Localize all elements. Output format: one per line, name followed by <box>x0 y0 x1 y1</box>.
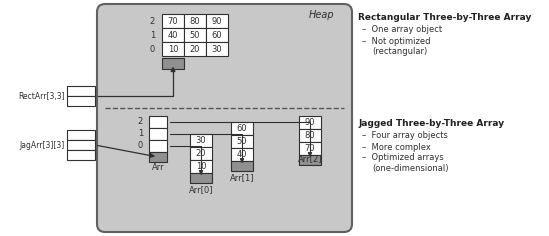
Text: 2: 2 <box>150 17 155 25</box>
Text: –  Optimized arrays: – Optimized arrays <box>362 153 444 163</box>
Bar <box>231 148 253 161</box>
Bar <box>206 42 228 56</box>
Text: 10: 10 <box>196 162 206 171</box>
Text: 50: 50 <box>190 30 200 39</box>
Text: 0: 0 <box>138 142 143 151</box>
Text: 20: 20 <box>196 149 206 158</box>
Text: 1: 1 <box>150 30 155 39</box>
Text: 60: 60 <box>212 30 222 39</box>
Bar <box>67 86 95 96</box>
Text: 20: 20 <box>190 45 200 54</box>
Text: Arr[1]: Arr[1] <box>229 173 254 182</box>
Text: Arr[0]: Arr[0] <box>189 185 213 194</box>
Bar <box>184 14 206 28</box>
Text: Jagged Three-by-Three Array: Jagged Three-by-Three Array <box>358 119 504 128</box>
Text: –  One array object: – One array object <box>362 25 442 34</box>
Bar <box>190 160 212 173</box>
Bar <box>67 140 95 150</box>
Bar <box>67 150 95 160</box>
Text: 80: 80 <box>305 131 315 140</box>
Text: 0: 0 <box>150 45 155 54</box>
Text: Rectangular Three-by-Three Array: Rectangular Three-by-Three Array <box>358 13 531 22</box>
Bar <box>184 28 206 42</box>
Bar <box>149 152 167 162</box>
Bar <box>149 140 167 152</box>
Text: –  Not optimized: – Not optimized <box>362 37 430 46</box>
Text: (one-dimensional): (one-dimensional) <box>372 164 449 173</box>
Bar <box>184 42 206 56</box>
Text: 90: 90 <box>305 118 315 127</box>
Text: 70: 70 <box>305 144 315 153</box>
Text: 10: 10 <box>168 45 178 54</box>
Bar <box>162 28 184 42</box>
Text: 2: 2 <box>138 118 143 126</box>
Bar <box>162 14 184 28</box>
Bar <box>299 116 321 129</box>
Bar <box>190 147 212 160</box>
Text: RectArr[3,3]: RectArr[3,3] <box>18 92 65 101</box>
Bar <box>206 28 228 42</box>
Text: –  More complex: – More complex <box>362 143 431 152</box>
Bar <box>231 161 253 171</box>
Text: Heap: Heap <box>309 10 334 20</box>
Bar <box>162 58 184 69</box>
Text: 1: 1 <box>138 130 143 139</box>
Bar <box>299 155 321 165</box>
Text: 90: 90 <box>212 17 222 25</box>
Bar <box>67 130 95 140</box>
Bar <box>149 128 167 140</box>
Bar <box>190 134 212 147</box>
Text: 80: 80 <box>190 17 200 25</box>
Bar <box>231 122 253 135</box>
FancyBboxPatch shape <box>97 4 352 232</box>
Bar <box>231 135 253 148</box>
Text: 30: 30 <box>212 45 222 54</box>
Text: 40: 40 <box>168 30 178 39</box>
Text: 70: 70 <box>167 17 178 25</box>
Text: –  Four array objects: – Four array objects <box>362 131 448 140</box>
Text: (rectangular): (rectangular) <box>372 47 427 56</box>
Bar <box>299 129 321 142</box>
Text: 60: 60 <box>237 124 247 133</box>
Text: 50: 50 <box>237 137 247 146</box>
Bar <box>67 96 95 106</box>
Text: Arr: Arr <box>152 164 164 173</box>
Text: 40: 40 <box>237 150 247 159</box>
Text: 30: 30 <box>195 136 206 145</box>
Text: Arr[2]: Arr[2] <box>298 155 322 164</box>
Bar <box>299 142 321 155</box>
Bar <box>162 42 184 56</box>
Bar <box>149 116 167 128</box>
Text: JagArr[3][3]: JagArr[3][3] <box>20 140 65 149</box>
Bar <box>190 173 212 183</box>
Bar <box>206 14 228 28</box>
